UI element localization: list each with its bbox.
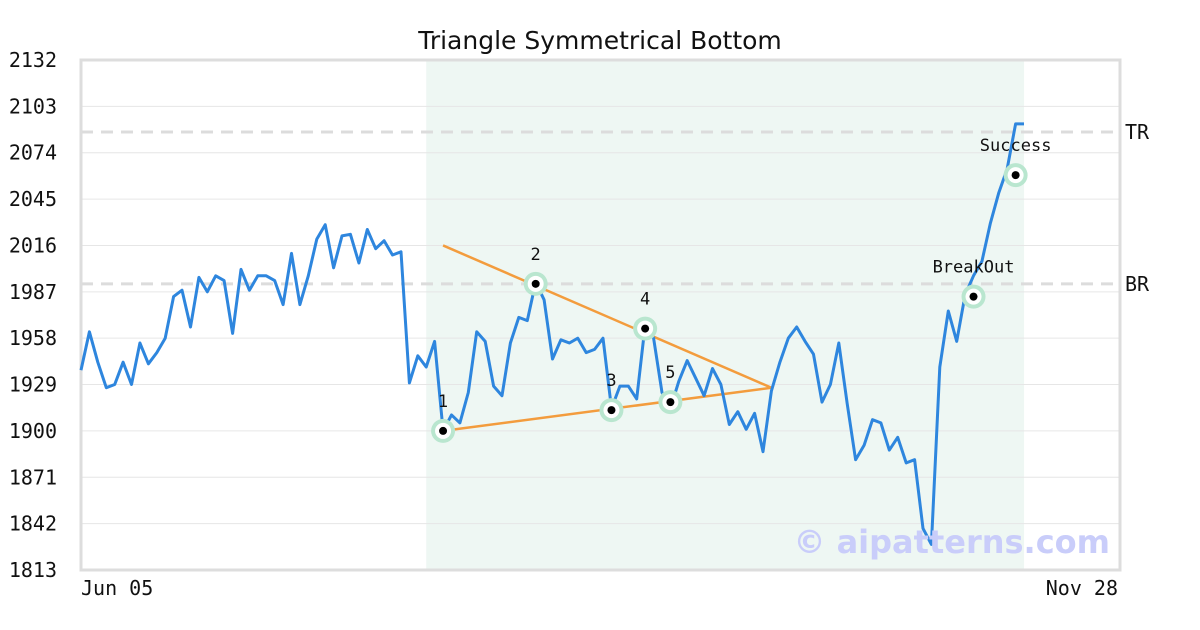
y-tick-label: 1987 — [9, 280, 57, 304]
reference-line-label: TR — [1125, 120, 1150, 144]
x-tick-label: Nov 28 — [1046, 576, 1118, 600]
marker-label: 4 — [640, 290, 650, 310]
y-tick-label: 1929 — [9, 373, 57, 397]
marker-label: 3 — [606, 371, 616, 391]
marker-label: BreakOut — [933, 258, 1015, 278]
x-tick-label: Jun 05 — [81, 576, 153, 600]
y-tick-label: 2016 — [9, 233, 57, 257]
price-series-line — [79, 122, 1024, 546]
marker-point — [969, 292, 978, 301]
marker-label: Success — [980, 136, 1052, 156]
y-tick-label: 2132 — [9, 48, 57, 72]
y-tick-label: 1813 — [9, 558, 57, 582]
reference-lines: TR BR — [81, 120, 1150, 296]
y-tick-label: 1842 — [9, 512, 57, 536]
plot-frame — [79, 58, 1122, 572]
marker-label: 5 — [665, 363, 675, 383]
marker-point — [666, 398, 675, 407]
y-tick-label: 1958 — [9, 326, 57, 350]
pattern-region — [426, 60, 1025, 570]
y-axis: 2132 2103 2074 2045 2016 1987 1958 1929 1900 1871… — [9, 48, 57, 582]
trend-line — [442, 244, 772, 389]
marker-label: 2 — [531, 245, 541, 265]
y-tick-label: 2103 — [9, 94, 57, 118]
pattern-markers: 1 2 3 4 5 BreakOut Success — [431, 136, 1051, 443]
marker-point — [531, 279, 540, 288]
y-tick-label: 2045 — [9, 187, 57, 211]
reference-line-label: BR — [1125, 272, 1150, 296]
y-tick-label: 1900 — [9, 419, 57, 443]
x-axis: Jun 05 Nov 28 — [81, 576, 1118, 600]
marker-point — [1011, 171, 1020, 180]
marker-point — [439, 426, 448, 435]
y-tick-label: 2074 — [9, 141, 57, 165]
watermark: © aipatterns.com — [793, 523, 1110, 561]
chart-title: Triangle Symmetrical Bottom — [417, 26, 782, 55]
grid-lines — [81, 59, 1120, 571]
y-tick-label: 1871 — [9, 465, 57, 489]
marker-point — [607, 406, 616, 415]
marker-label: 1 — [438, 392, 448, 412]
marker-point — [641, 324, 650, 333]
